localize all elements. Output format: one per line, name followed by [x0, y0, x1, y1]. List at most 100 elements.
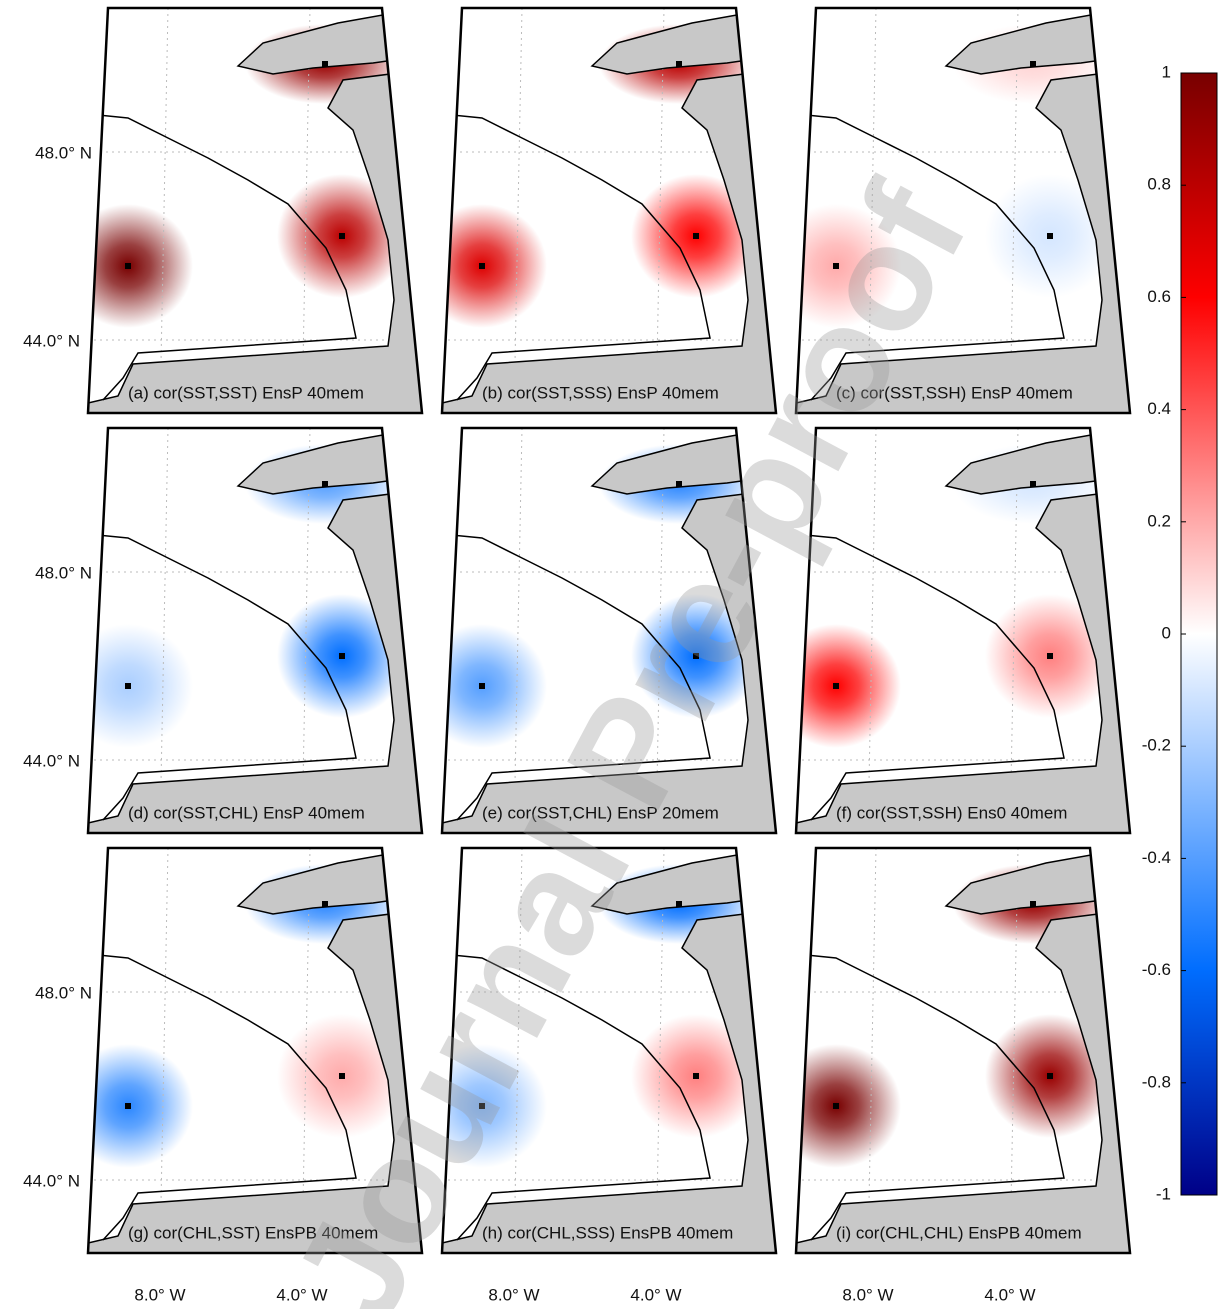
lon-label: 4.0° W: [984, 1285, 1035, 1304]
land: [590, 428, 776, 495]
lat-label: 44.0° N: [23, 751, 80, 770]
station: [833, 1103, 839, 1109]
station: [339, 233, 345, 239]
colorbar-tick-label: 0.8: [1147, 175, 1171, 194]
meridian: [301, 428, 311, 833]
colorbar: [1180, 72, 1218, 1196]
land: [796, 69, 1130, 413]
map-body: [796, 848, 1130, 1253]
lat-label: 44.0° N: [23, 331, 80, 350]
panel-label: (f) cor(SST,SSH) Ens0 40mem: [836, 803, 1067, 822]
colorbar-tick-label: -0.4: [1142, 848, 1171, 867]
frame: [86, 846, 424, 1255]
lon-label: 4.0° W: [630, 1285, 681, 1304]
colorbar-tick-label: 0.6: [1147, 287, 1171, 306]
station: [1030, 901, 1036, 907]
shelf-contour: [796, 953, 1065, 1241]
shelf-contour: [88, 953, 357, 1241]
frame: [440, 426, 778, 835]
frame: [794, 846, 1132, 1255]
station: [125, 683, 131, 689]
meridian: [159, 8, 169, 413]
station: [676, 61, 682, 67]
station: [322, 481, 328, 487]
land: [796, 489, 1130, 833]
lat-label: 48.0° N: [35, 983, 92, 1002]
station: [125, 1103, 131, 1109]
meridian: [1009, 8, 1019, 413]
shelf-contour: [442, 533, 711, 821]
shelf-contour: [88, 113, 357, 401]
station: [833, 683, 839, 689]
meridian: [1009, 428, 1019, 833]
meridian: [867, 8, 877, 413]
map-body: [442, 848, 776, 1253]
map-panel: (c) cor(SST,SSH) EnsP 40mem: [794, 6, 1132, 415]
meridian: [867, 848, 877, 1253]
panel-label: (c) cor(SST,SSH) EnsP 40mem: [836, 383, 1073, 402]
frame: [794, 426, 1132, 835]
lon-label: 8.0° W: [842, 1285, 893, 1304]
station: [833, 263, 839, 269]
colorbar-tick-label: -1: [1156, 1184, 1171, 1203]
meridian: [513, 8, 523, 413]
lat-label: 44.0° N: [23, 1171, 80, 1190]
station: [1030, 481, 1036, 487]
land: [944, 8, 1130, 75]
frame: [794, 6, 1132, 415]
station: [479, 1103, 485, 1109]
map-panel: (d) cor(SST,CHL) EnsP 40mem: [86, 426, 424, 835]
land: [442, 69, 776, 413]
station: [479, 263, 485, 269]
colorbar-tick-label: 0.4: [1147, 399, 1171, 418]
station: [676, 481, 682, 487]
land: [236, 848, 422, 915]
map-body: [796, 428, 1130, 833]
shelf-contour: [796, 113, 1065, 401]
station: [693, 1073, 699, 1079]
map-body: [442, 8, 776, 413]
panel-label: (h) cor(CHL,SSS) EnsPB 40mem: [482, 1223, 733, 1242]
land: [236, 8, 422, 75]
panel-label: (e) cor(SST,CHL) EnsP 20mem: [482, 803, 719, 822]
station: [479, 683, 485, 689]
station: [322, 901, 328, 907]
colorbar-tick-label: 1: [1162, 62, 1171, 81]
colorbar-tick-label: 0.2: [1147, 511, 1171, 530]
station: [1030, 61, 1036, 67]
land: [590, 8, 776, 75]
panel-label: (i) cor(CHL,CHL) EnsPB 40mem: [836, 1223, 1082, 1242]
station: [1047, 233, 1053, 239]
meridian: [301, 8, 311, 413]
meridian: [301, 848, 311, 1253]
map-panel: (e) cor(SST,CHL) EnsP 20mem: [440, 426, 778, 835]
meridian: [655, 428, 665, 833]
map-body: [88, 848, 422, 1253]
meridian: [513, 428, 523, 833]
land: [88, 69, 422, 413]
meridian: [867, 428, 877, 833]
land: [944, 428, 1130, 495]
meridian: [655, 848, 665, 1253]
meridian: [513, 848, 523, 1253]
lat-label: 48.0° N: [35, 563, 92, 582]
station: [339, 653, 345, 659]
frame: [440, 846, 778, 1255]
shelf-contour: [88, 533, 357, 821]
land: [236, 428, 422, 495]
panel-label: (d) cor(SST,CHL) EnsP 40mem: [128, 803, 365, 822]
lon-label: 8.0° W: [488, 1285, 539, 1304]
shelf-contour: [796, 533, 1065, 821]
map-panel: (b) cor(SST,SSS) EnsP 40mem: [440, 6, 778, 415]
station: [125, 263, 131, 269]
shelf-contour: [442, 953, 711, 1241]
map-body: [88, 428, 422, 833]
lat-label: 48.0° N: [35, 143, 92, 162]
meridian: [159, 848, 169, 1253]
meridian: [1009, 848, 1019, 1253]
station: [339, 1073, 345, 1079]
meridian: [159, 428, 169, 833]
colorbar-tick-label: 0: [1162, 623, 1171, 642]
land: [442, 489, 776, 833]
colorbar-tick-label: -0.6: [1142, 960, 1171, 979]
